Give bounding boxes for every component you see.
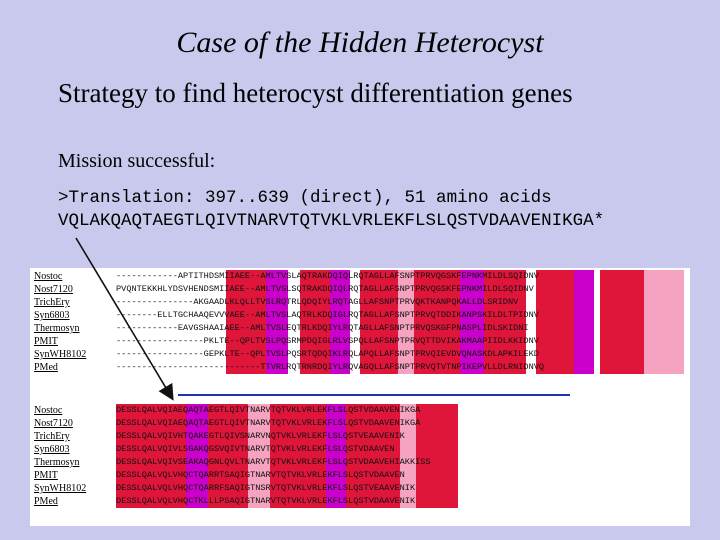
sequence-row: DESSLQALVQIAEQAQTAEGTLQIVTNARVTQTVKLVRLE… — [116, 405, 421, 415]
species-name: PMIT — [34, 470, 58, 481]
species-name: SynWH8102 — [34, 483, 87, 494]
sequence-row: DESSLQALVQLVHQCTKLLLPSAQIGTNARVTQTVKLVRL… — [116, 496, 416, 506]
panel-edge — [688, 270, 690, 526]
sequence-row: DESSLQALVQIVSEAKAQGNLQVLTNARVTQTVKLVRLEK… — [116, 457, 431, 467]
species-name: PMed — [34, 362, 58, 373]
slide-subtitle: Strategy to find heterocyst differentiat… — [58, 78, 573, 108]
species-name: TrichEry — [34, 297, 70, 308]
sequence-row: PVQNTEKKHLYDSVHENDSMIIAEE--AMLTVSLSQTRAK… — [116, 284, 534, 294]
sequence-row: DESSLQALVQIVLSGAKQGSVQIVTNARVTQTVKLVRLEK… — [116, 444, 395, 454]
species-name: TrichEry — [34, 431, 70, 442]
sequence-row: DESSLQALVQLVHQCTQARRTSAQIGTNARVTQTVKLVRL… — [116, 470, 405, 480]
mission-text: Mission successful: — [58, 150, 216, 172]
sequence-row: ------------EAVGSHAAIAEE--AMLTVSLEQTRLKD… — [116, 323, 529, 333]
species-name: Nost7120 — [34, 284, 73, 295]
species-name: Nost7120 — [34, 418, 73, 429]
species-name: Syn6803 — [34, 444, 70, 455]
slide-title: Case of the Hidden Heterocyst — [176, 26, 544, 59]
species-name: Nostoc — [34, 405, 63, 416]
sequence-row: DESSLQALVQIVHTQAKEGTLQIVSNARVNQTVKLVRLEK… — [116, 431, 405, 441]
sequence-row: -----------------GEPKLTE--QPLTVSLPQSRTQD… — [116, 349, 539, 359]
arrow-line — [75, 237, 174, 401]
block-divider — [178, 394, 570, 396]
sequence-row: ----------------------------TTVRLRQTRNRD… — [116, 362, 545, 372]
species-name: PMed — [34, 496, 58, 507]
sequence-row: ---------------AKGAADLKLQLLTVSLRQTRLQDQI… — [116, 297, 519, 307]
sequence-row: DESSLQALVQIAEQAQTAEGTLQIVTNARVTQTVKLVRLE… — [116, 418, 421, 428]
species-name: Thermosyn — [34, 457, 80, 468]
species-name: Nostoc — [34, 271, 63, 282]
sequence-row: ------------APTITHDSMIIAEE--AMLTVSLAQTRA… — [116, 271, 539, 281]
alignment-panel: Nostoc Nost7120 TrichEry Syn6803 Thermos… — [30, 268, 690, 526]
translation-header: >Translation: 397..639 (direct), 51 amin… — [58, 188, 552, 208]
sequence-row: -----------------PKLTE--QPLTVSLPQSRMPDQI… — [116, 336, 539, 346]
species-name: PMIT — [34, 336, 58, 347]
species-name: SynWH8102 — [34, 349, 87, 360]
sequence-row: --------ELLTGCHAAQEVVVAEE--AMLTVSLAQTRLK… — [116, 310, 539, 320]
species-name: Thermosyn — [34, 323, 80, 334]
sequence-row: DESSLQALVQLVHQCTQARRFSAQIGTNSRVTQTVKLVRL… — [116, 483, 416, 493]
protein-sequence: VQLAKQAQTAEGTLQIVTNARVTQTVKLVRLEKFLSLQST… — [58, 211, 605, 231]
species-name: Syn6803 — [34, 310, 70, 321]
